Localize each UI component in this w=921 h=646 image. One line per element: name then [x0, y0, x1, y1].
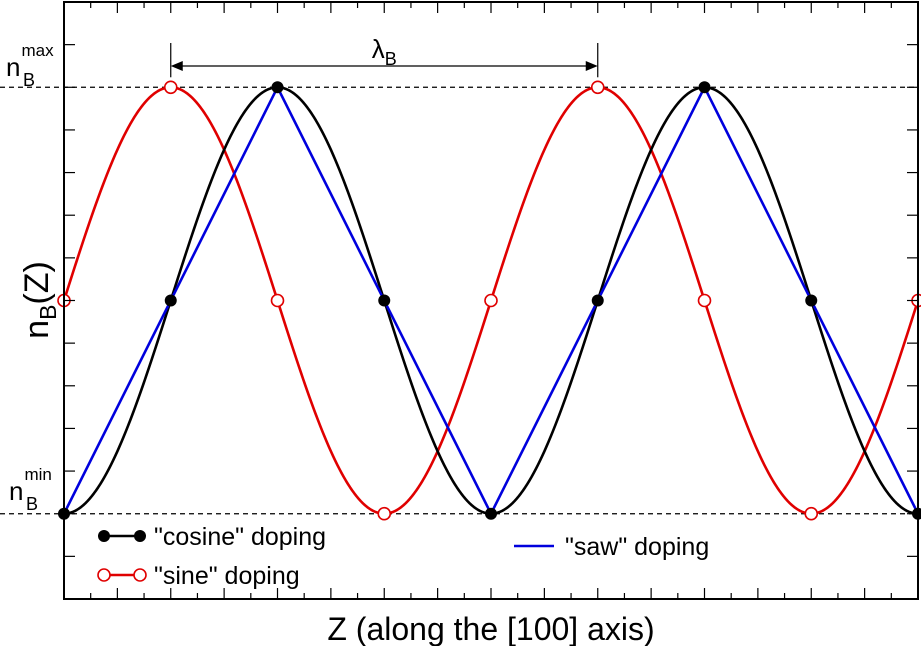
legend-sine-marker-b	[133, 568, 147, 582]
markers	[57, 80, 921, 521]
marker-sine-4	[484, 293, 498, 308]
lambda-label: λB	[372, 34, 397, 69]
marker-cosine-2	[271, 81, 284, 94]
y-axis-label: nB(Z)	[18, 261, 61, 339]
y-tick-labels: nmax B nmin B	[6, 41, 54, 514]
legend-item-saw: "saw" doping	[514, 533, 709, 561]
marker-sine-2	[270, 293, 285, 308]
marker-sine-5	[590, 80, 605, 95]
legend-cosine-label: "cosine" doping	[154, 523, 326, 551]
lambda-sub: B	[385, 49, 397, 69]
legend-item-cosine: "cosine" doping	[98, 523, 326, 551]
legend-cosine-marker-a	[98, 530, 110, 542]
marker-sine-3	[377, 506, 392, 521]
marker-sine-6	[697, 293, 712, 308]
legend: "cosine" doping "sine" doping "saw" dopi…	[97, 523, 709, 590]
marker-sine-1	[163, 80, 178, 95]
legend-item-sine: "sine" doping	[97, 562, 300, 590]
axis-ticks	[63, 1, 919, 600]
legend-sine-label: "sine" doping	[154, 562, 300, 590]
lambda-annotation: λB	[170, 34, 599, 78]
marker-cosine-7	[805, 294, 818, 307]
x-axis-label: Z (along the [100] axis)	[327, 611, 654, 646]
marker-cosine-6	[698, 81, 711, 94]
legend-saw-label: "saw" doping	[565, 533, 709, 561]
marker-cosine-3	[378, 294, 391, 307]
legend-sine-marker-a	[97, 568, 111, 582]
lambda-arrowhead-left	[170, 61, 183, 71]
reference-lines	[0, 86, 918, 515]
marker-cosine-4	[485, 507, 497, 520]
y-label-min: nmin B	[9, 465, 52, 514]
marker-sine-7	[804, 506, 819, 521]
legend-cosine-marker-b	[134, 530, 146, 542]
lambda-arrowhead-right	[585, 61, 598, 71]
marker-cosine-5	[591, 294, 604, 307]
marker-cosine-1	[164, 294, 177, 307]
y-label-max: nmax B	[6, 41, 54, 90]
